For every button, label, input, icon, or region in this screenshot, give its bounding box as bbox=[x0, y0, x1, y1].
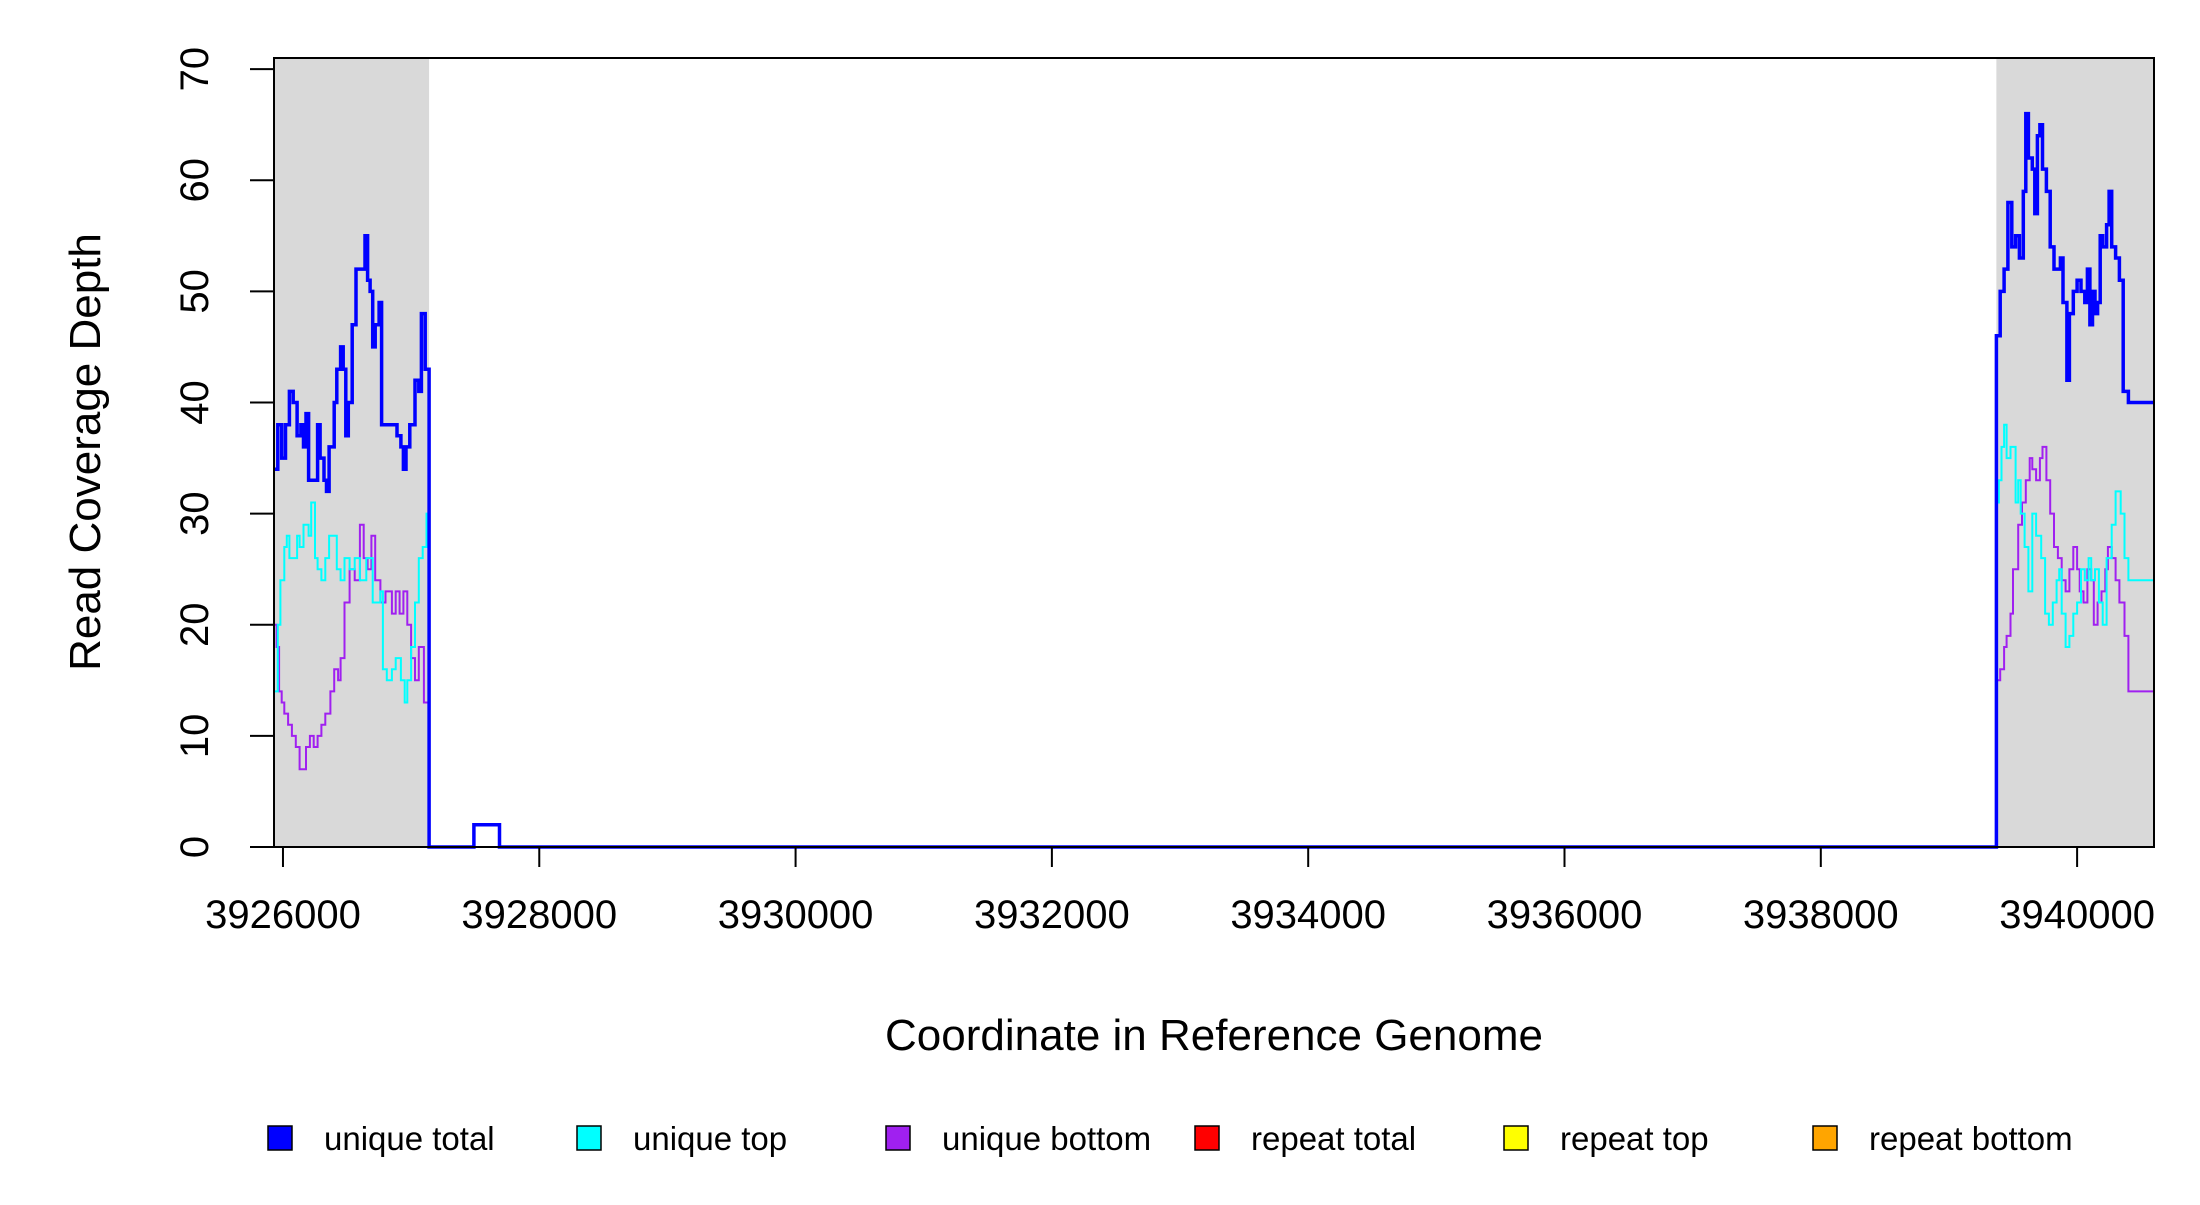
legend-label: repeat top bbox=[1560, 1120, 1709, 1157]
legend-item-unique-total: unique total bbox=[267, 1120, 495, 1157]
plot-frame bbox=[273, 57, 2155, 848]
legend-swatch bbox=[1503, 1125, 1529, 1151]
legend-item-repeat-bottom: repeat bottom bbox=[1812, 1120, 2073, 1157]
legend-label: repeat total bbox=[1251, 1120, 1416, 1157]
legend-item-repeat-top: repeat top bbox=[1503, 1120, 1709, 1157]
legend-label: unique total bbox=[324, 1120, 495, 1157]
shaded-regions bbox=[274, 58, 2154, 847]
y-tick-label: 40 bbox=[173, 380, 217, 425]
y-axis-title: Read Coverage Depth bbox=[61, 233, 110, 671]
y-tick-label: 60 bbox=[173, 158, 217, 203]
series-line-unique-total bbox=[274, 111, 2154, 849]
legend-label: repeat bottom bbox=[1869, 1120, 2073, 1157]
legend-label: unique bottom bbox=[942, 1120, 1151, 1157]
legend-item-unique-bottom: unique bottom bbox=[885, 1120, 1151, 1157]
y-tick-label: 10 bbox=[173, 714, 217, 759]
x-tick-label: 3928000 bbox=[461, 893, 617, 937]
legend-swatch bbox=[1812, 1125, 1838, 1151]
x-tick-label: 3938000 bbox=[1743, 893, 1899, 937]
y-tick-label: 50 bbox=[173, 269, 217, 314]
legend-item-unique-top: unique top bbox=[576, 1120, 787, 1157]
legend-swatch bbox=[576, 1125, 602, 1151]
y-tick-label: 30 bbox=[173, 491, 217, 536]
shaded-region-2 bbox=[1996, 58, 2154, 847]
x-tick-label: 3934000 bbox=[1230, 893, 1386, 937]
legend: unique total unique top unique bottom repea… bbox=[267, 1120, 2073, 1157]
y-tick-label: 70 bbox=[173, 47, 217, 92]
x-tick-label: 3926000 bbox=[205, 893, 361, 937]
legend-swatch bbox=[885, 1125, 911, 1151]
x-axis-title: Coordinate in Reference Genome bbox=[885, 1011, 1543, 1060]
x-tick-label: 3930000 bbox=[718, 893, 874, 937]
legend-swatch bbox=[267, 1125, 293, 1151]
x-axis: 3926000 3928000 3930000 3932000 3934000 39360… bbox=[205, 846, 2155, 937]
x-tick-label: 3940000 bbox=[1999, 893, 2155, 937]
series-line-unique-bottom bbox=[274, 445, 2154, 848]
legend-label: unique top bbox=[633, 1120, 787, 1157]
x-tick-label: 3932000 bbox=[974, 893, 1130, 937]
y-tick-label: 20 bbox=[173, 602, 217, 647]
y-tick-label: 0 bbox=[173, 836, 217, 858]
series-line-unique-top bbox=[274, 423, 2154, 848]
y-axis: 0 10 20 30 40 50 60 70 bbox=[173, 47, 275, 858]
legend-swatch bbox=[1194, 1125, 1220, 1151]
series-lines bbox=[274, 111, 2154, 849]
legend-item-repeat-total: repeat total bbox=[1194, 1120, 1416, 1157]
x-tick-label: 3936000 bbox=[1487, 893, 1643, 937]
